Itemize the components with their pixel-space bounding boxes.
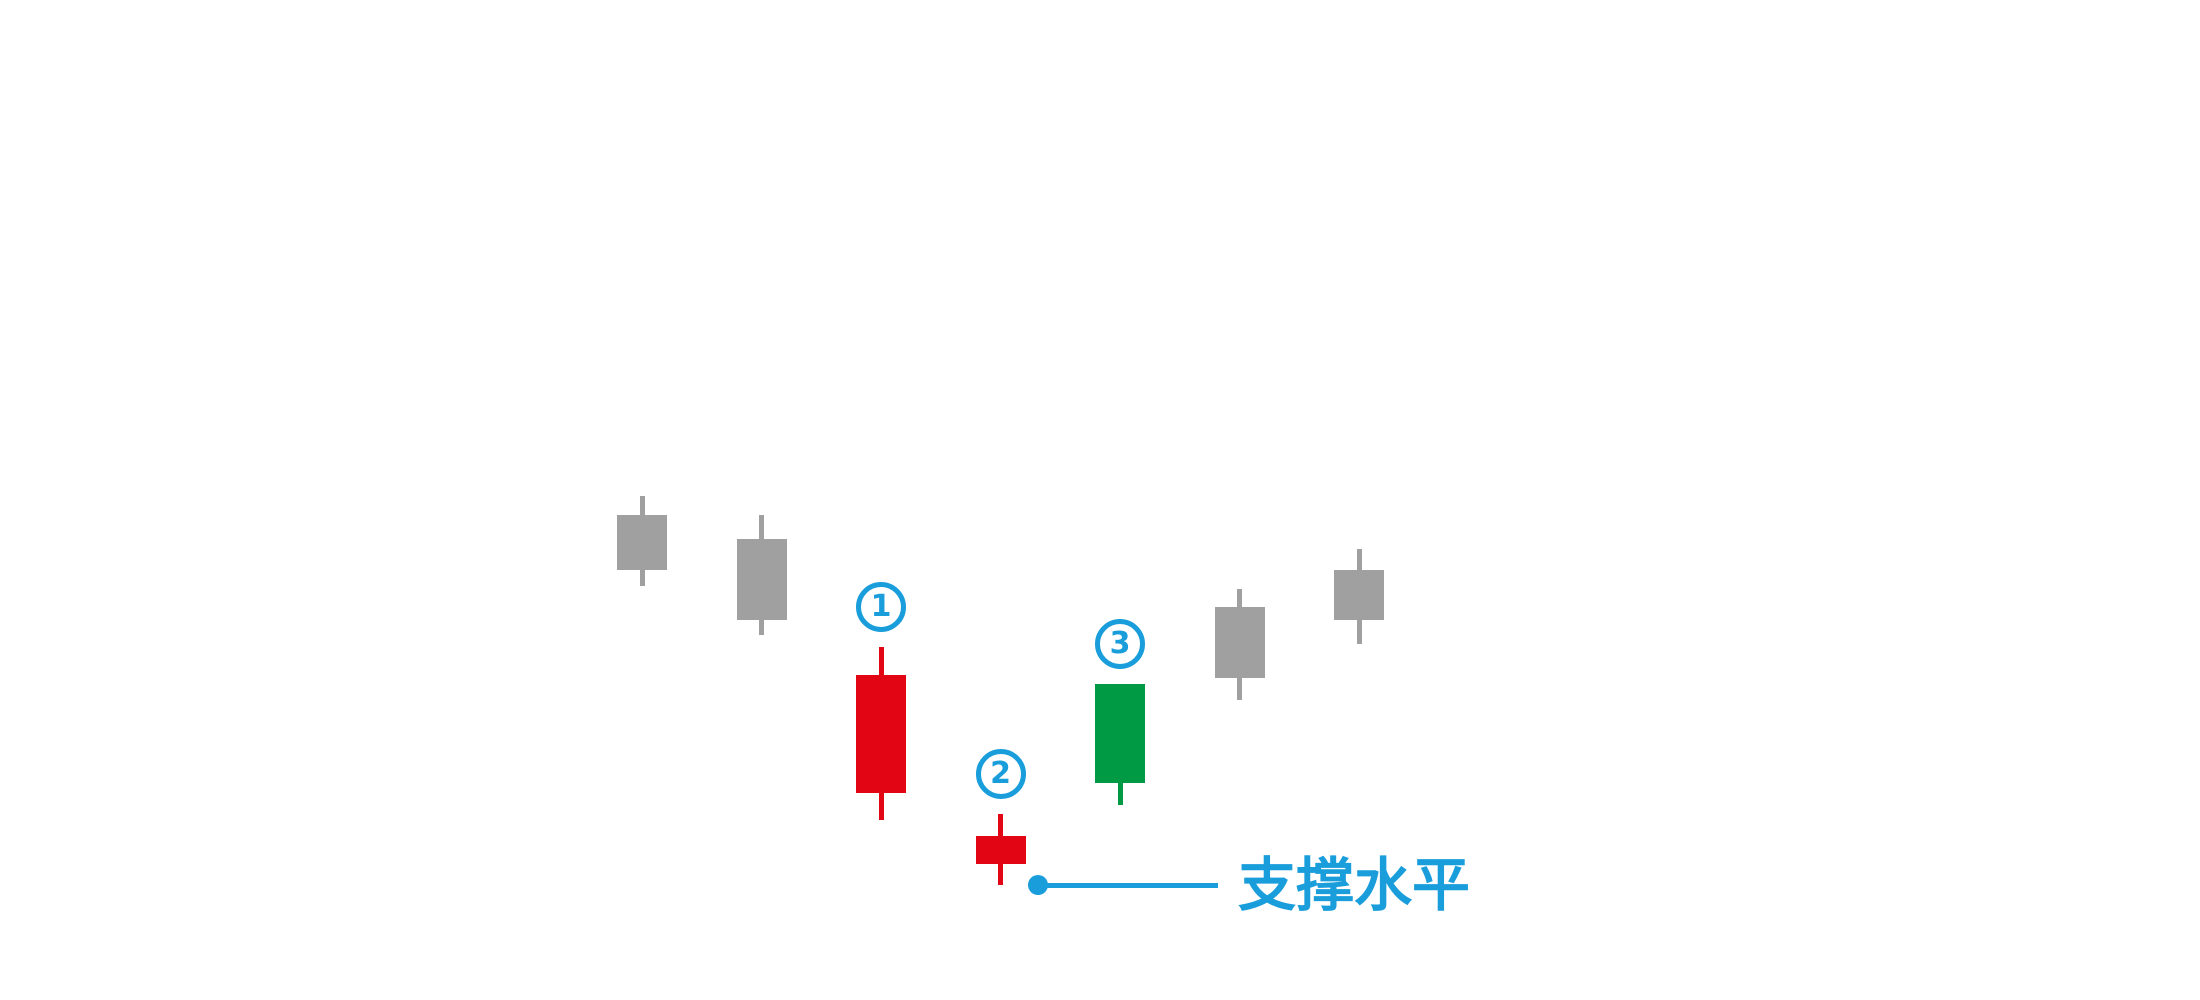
- candle-body: [1334, 570, 1384, 620]
- candle-body: [617, 514, 667, 571]
- candle-marker-3: 3: [1095, 619, 1145, 670]
- candle-marker-2: 2: [975, 749, 1026, 800]
- candle-body: [1214, 607, 1265, 679]
- candle-body: [975, 835, 1026, 864]
- support-level-line: [1038, 882, 1218, 888]
- candle-body: [1095, 684, 1145, 784]
- support-level-label: 支撑水平: [1238, 851, 1471, 920]
- candle-body: [856, 675, 906, 793]
- candle-marker-1: 1: [856, 582, 906, 633]
- candle-body: [736, 539, 787, 620]
